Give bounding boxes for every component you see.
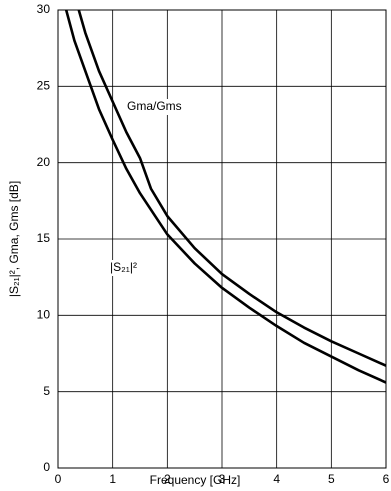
y-tick-label: 0 (43, 460, 50, 474)
y-tick-label: 25 (37, 79, 51, 93)
y-tick-label: 20 (37, 155, 51, 169)
x-tick-label: 0 (55, 472, 62, 486)
series-label: Gma/Gms (127, 99, 182, 113)
x-tick-label: 3 (219, 472, 226, 486)
x-tick-label: 6 (383, 472, 390, 486)
x-tick-label: 4 (273, 472, 280, 486)
x-tick-label: 5 (328, 472, 335, 486)
y-axis-label: |S₂₁|², Gma, Gms [dB] (7, 181, 21, 297)
y-tick-label: 15 (37, 231, 51, 245)
annotation-bg (125, 99, 203, 115)
plot-frame (57, 9, 387, 469)
series-label: |S₂₁|² (110, 260, 137, 274)
x-tick-label: 1 (109, 472, 116, 486)
x-tick-label: 2 (164, 472, 171, 486)
line (64, 10, 386, 384)
y-tick-label: 30 (37, 2, 51, 16)
y-tick-label: 10 (37, 308, 51, 322)
line (77, 10, 386, 367)
annotation-bg (108, 260, 150, 276)
x-axis-label: Frequency [GHz] (150, 473, 241, 487)
y-tick-label: 5 (43, 384, 50, 398)
